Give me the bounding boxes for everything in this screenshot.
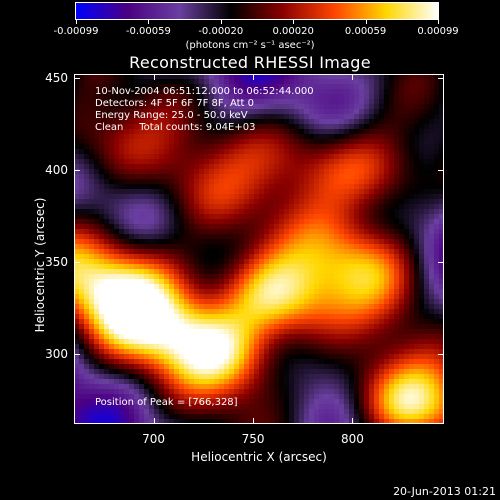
colorbar-tick-mark xyxy=(148,20,150,24)
y-tick-mark xyxy=(74,77,80,79)
info-peak: Position of Peak = [766,328] xyxy=(95,397,238,408)
y-tick-mark xyxy=(438,354,444,355)
y-tick-mark xyxy=(438,77,444,79)
colorbar-tick-label: 0.00020 xyxy=(272,26,314,37)
colorbar-tick-label: -0.00020 xyxy=(198,26,244,37)
plot-frame xyxy=(74,74,444,424)
info-energy: Energy Range: 25.0 - 50.0 keV xyxy=(95,110,248,121)
info-detectors: Detectors: 4F 5F 6F 7F 8F, Att 0 xyxy=(95,98,255,109)
y-tick-mark xyxy=(438,169,444,171)
y-tick-mark xyxy=(74,354,80,355)
colorbar-tick-label: 0.00059 xyxy=(344,26,387,37)
y-tick-label: 400 xyxy=(45,162,68,177)
timestamp-footer: 20-Jun-2013 01:21 xyxy=(393,485,496,498)
x-tick-mark xyxy=(253,74,255,80)
x-tick-label: 750 xyxy=(241,432,265,446)
y-tick-label: 350 xyxy=(45,254,68,269)
x-tick-mark xyxy=(352,74,354,80)
y-tick-mark xyxy=(74,261,80,263)
colorbar-tick-label: 0.00099 xyxy=(417,26,459,37)
colorbar-tick-mark xyxy=(76,20,77,24)
info-clean: Clean Total counts: 9.04E+03 xyxy=(95,122,256,133)
y-tick-label: 450 xyxy=(45,70,68,85)
colorbar-tick-mark xyxy=(293,20,295,24)
colorbar-tick-mark xyxy=(365,20,367,24)
x-axis-label: Heliocentric X (arcsec) xyxy=(191,450,327,464)
heatmap-plot xyxy=(74,74,444,424)
colorbar-tick-mark xyxy=(438,20,439,24)
chart-title: Reconstructed RHESSI Image xyxy=(129,53,371,72)
heatmap-cells xyxy=(74,74,444,424)
y-tick-mark xyxy=(74,169,80,171)
y-tick-label: 300 xyxy=(45,347,68,361)
colorbar-tick-label: -0.00059 xyxy=(125,26,171,37)
colorbar-tick-mark xyxy=(220,20,222,24)
colorbar-units: (photons cm⁻² s⁻¹ asec⁻²) xyxy=(185,40,315,51)
x-tick-mark xyxy=(253,418,255,424)
colorbar xyxy=(75,2,439,20)
heatmap-svg xyxy=(74,74,444,424)
x-tick-label: 800 xyxy=(341,432,364,446)
y-axis-label: Heliocentric Y (arcsec) xyxy=(33,197,47,333)
x-tick-mark xyxy=(352,418,354,424)
x-tick-label: 700 xyxy=(142,432,166,446)
x-tick-mark xyxy=(153,418,155,424)
info-time: 10-Nov-2004 06:51:12.000 to 06:52:44.000 xyxy=(95,86,314,97)
y-tick-mark xyxy=(438,261,444,263)
colorbar-tick-label: -0.00099 xyxy=(53,26,99,37)
x-tick-mark xyxy=(153,74,155,80)
